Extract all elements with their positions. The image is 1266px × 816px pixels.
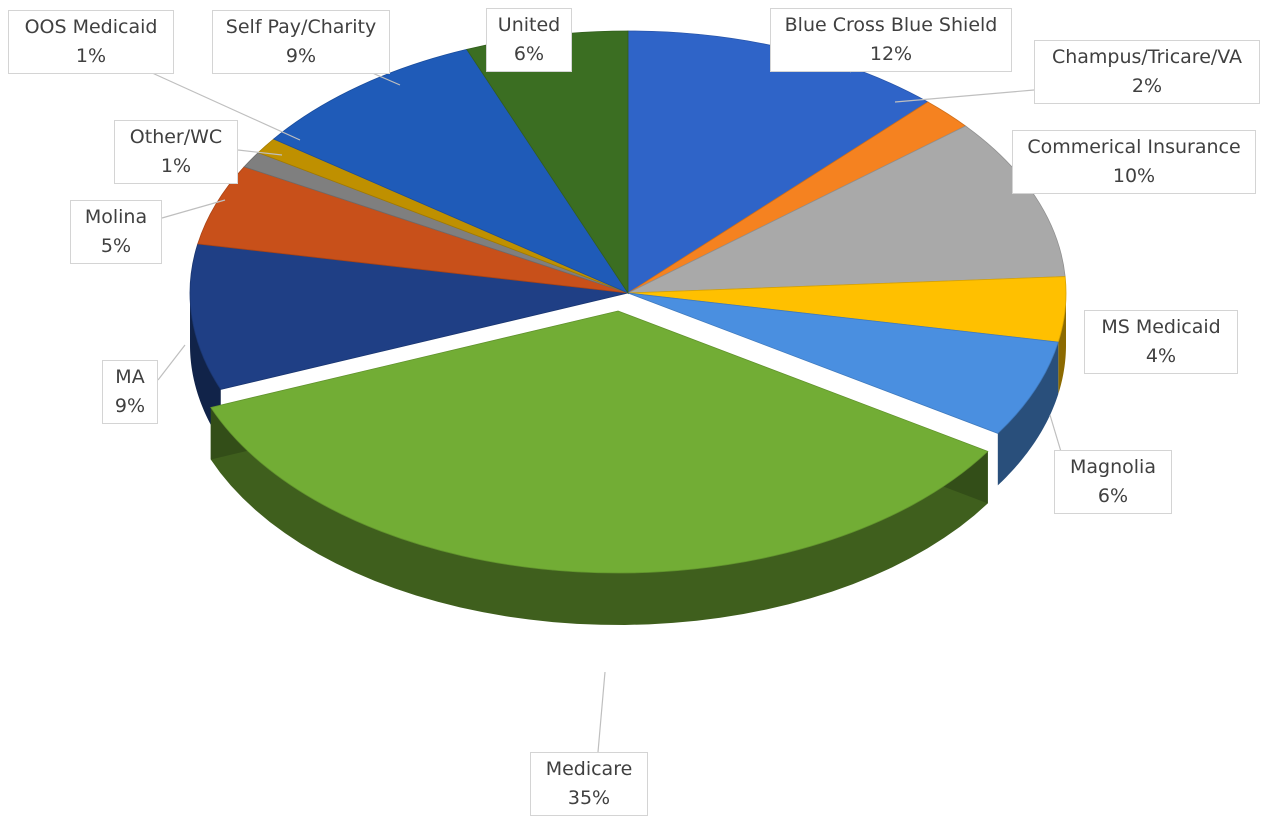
data-label-blue-cross-blue-shield: Blue Cross Blue Shield 12% bbox=[770, 8, 1012, 72]
data-label-percent: 10% bbox=[1112, 165, 1156, 187]
data-label-name: United bbox=[497, 14, 561, 36]
data-label-champus-tricare-va: Champus/Tricare/VA 2% bbox=[1034, 40, 1260, 104]
data-label-name: MA bbox=[115, 366, 145, 388]
data-label-name: Other/WC bbox=[129, 126, 223, 148]
data-label-ma: MA 9% bbox=[102, 360, 158, 424]
pie-side-medicare bbox=[210, 407, 988, 625]
data-label-percent: 6% bbox=[513, 43, 545, 65]
data-label-name: Self Pay/Charity bbox=[225, 16, 377, 38]
data-label-name: Blue Cross Blue Shield bbox=[784, 14, 998, 36]
pie-slice-self-pay-charity bbox=[272, 48, 630, 294]
leader-line-other-wc bbox=[237, 149, 283, 156]
pie-slice-magnolia bbox=[627, 292, 1059, 434]
data-label-name: Molina bbox=[84, 206, 148, 228]
pie-slice-ma bbox=[189, 243, 629, 390]
data-label-name: Champus/Tricare/VA bbox=[1051, 46, 1243, 68]
leader-line-oos-medicaid bbox=[149, 71, 301, 141]
data-label-united: United 6% bbox=[486, 8, 572, 72]
data-label-percent: 9% bbox=[114, 395, 146, 417]
data-label-self-pay-charity: Self Pay/Charity 9% bbox=[212, 10, 390, 74]
leader-line-medicare bbox=[597, 671, 606, 753]
leader-line-self-pay-charity bbox=[369, 71, 401, 86]
data-label-name: Magnolia bbox=[1070, 456, 1156, 478]
data-label-other-wc: Other/WC 1% bbox=[114, 120, 238, 184]
pie-slice-medicare bbox=[210, 310, 989, 574]
leader-line-champus-tricare-va bbox=[894, 89, 1035, 103]
data-label-name: MS Medicaid bbox=[1101, 316, 1221, 338]
data-label-percent: 4% bbox=[1145, 345, 1177, 367]
data-label-name: OOS Medicaid bbox=[24, 16, 158, 38]
pie-side-ma bbox=[190, 293, 221, 442]
data-label-magnolia: Magnolia 6% bbox=[1054, 450, 1172, 514]
data-label-name: Medicare bbox=[545, 758, 633, 780]
data-label-percent: 35% bbox=[567, 787, 611, 809]
data-label-percent: 1% bbox=[160, 155, 192, 177]
pie-side-magnolia bbox=[997, 342, 1059, 486]
pie-slice-commerical-insurance bbox=[627, 125, 1066, 294]
data-label-percent: 6% bbox=[1097, 485, 1129, 507]
leader-line-molina bbox=[161, 199, 226, 219]
data-label-percent: 5% bbox=[100, 235, 132, 257]
data-label-percent: 2% bbox=[1131, 75, 1163, 97]
leader-line-ma bbox=[157, 344, 186, 381]
data-label-percent: 1% bbox=[75, 45, 107, 67]
leader-line-magnolia bbox=[1049, 414, 1063, 456]
data-label-medicare: Medicare 35% bbox=[530, 752, 648, 816]
data-label-ms-medicaid: MS Medicaid 4% bbox=[1084, 310, 1238, 374]
data-label-molina: Molina 5% bbox=[70, 200, 162, 264]
data-label-commerical-insurance: Commerical Insurance 10% bbox=[1012, 130, 1256, 194]
data-label-percent: 12% bbox=[869, 43, 913, 65]
data-label-oos-medicaid: OOS Medicaid 1% bbox=[8, 10, 174, 74]
data-label-name: Commerical Insurance bbox=[1027, 136, 1241, 158]
data-label-percent: 9% bbox=[285, 45, 317, 67]
